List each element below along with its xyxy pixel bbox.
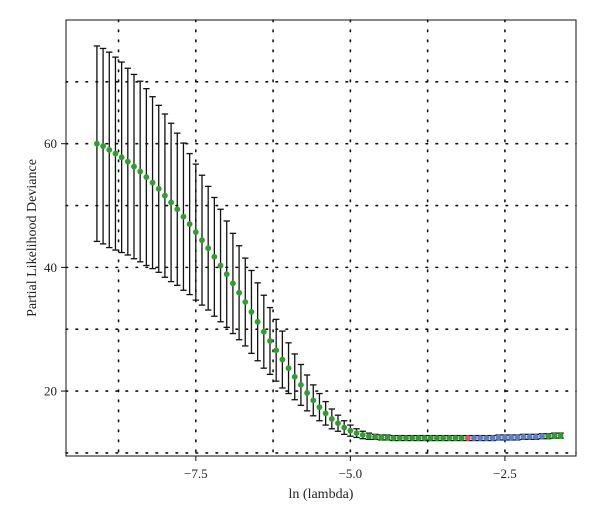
- data-point: [322, 410, 329, 417]
- data-point: [557, 432, 564, 439]
- data-point: [273, 347, 280, 354]
- data-point: [236, 289, 242, 296]
- errorbar-layer: [93, 45, 564, 442]
- data-point: [396, 435, 403, 441]
- data-point: [298, 381, 304, 388]
- x-tick-label: −2.5: [493, 466, 517, 481]
- data-point: [539, 433, 545, 440]
- data-point: [390, 435, 397, 441]
- y-tick-label: 40: [44, 260, 57, 275]
- data-point: [131, 163, 137, 170]
- data-point: [427, 435, 434, 441]
- data-point: [310, 397, 317, 404]
- data-point: [495, 434, 502, 441]
- data-point: [520, 433, 527, 440]
- data-point: [124, 158, 131, 165]
- data-point: [106, 146, 113, 153]
- data-point: [403, 435, 409, 441]
- data-point: [335, 420, 341, 427]
- data-point: [291, 373, 298, 380]
- data-point: [359, 432, 366, 438]
- x-tick-label: −7.5: [184, 466, 208, 481]
- data-point: [366, 433, 372, 440]
- data-point: [223, 271, 230, 278]
- data-point: [211, 253, 218, 260]
- data-point: [372, 433, 378, 440]
- data-point: [168, 199, 174, 206]
- data-point: [421, 435, 428, 441]
- data-point: [180, 213, 187, 220]
- data-point: [415, 435, 422, 441]
- data-point: [316, 404, 323, 411]
- y-axis: 20 40 60: [44, 136, 66, 399]
- data-point: [434, 435, 440, 441]
- data-point: [267, 338, 273, 344]
- data-point: [378, 434, 385, 441]
- data-point: [186, 221, 193, 227]
- data-point: [464, 435, 471, 441]
- data-point: [440, 435, 446, 441]
- data-point: [248, 309, 255, 315]
- data-point: [174, 206, 181, 213]
- data-point: [217, 262, 224, 269]
- data-point: [162, 192, 168, 199]
- data-point: [508, 434, 514, 441]
- data-point: [353, 430, 360, 437]
- data-point: [458, 435, 465, 441]
- data-point: [551, 432, 558, 439]
- y-axis-label: Partial Likelihood Deviance: [25, 159, 40, 317]
- data-point: [526, 433, 533, 440]
- data-point: [285, 365, 292, 372]
- data-point: [328, 415, 335, 422]
- data-point: [94, 140, 100, 147]
- data-point: [532, 433, 539, 440]
- data-point: [100, 143, 106, 150]
- data-point: [230, 280, 236, 287]
- point-layer: [94, 140, 564, 441]
- data-point: [409, 435, 416, 441]
- plot-frame: [65, 19, 577, 457]
- data-point: [471, 435, 477, 441]
- data-point: [489, 435, 496, 441]
- data-point: [199, 237, 205, 244]
- data-point: [279, 356, 286, 363]
- data-point: [254, 318, 261, 325]
- data-point: [155, 185, 162, 192]
- y-tick-label: 60: [44, 136, 57, 151]
- data-point: [452, 435, 459, 441]
- data-point: [446, 435, 453, 441]
- data-point: [341, 424, 348, 431]
- data-point: [304, 390, 310, 396]
- data-point: [242, 299, 249, 305]
- data-point: [384, 434, 391, 441]
- grid-layer: [65, 19, 577, 457]
- data-point: [112, 150, 119, 157]
- data-point: [477, 435, 484, 441]
- data-point: [149, 179, 156, 186]
- data-point: [137, 168, 144, 175]
- data-point: [514, 434, 521, 441]
- x-tick-label: −5.0: [339, 466, 363, 481]
- data-point: [205, 245, 212, 252]
- data-point: [483, 435, 490, 441]
- data-point: [260, 328, 267, 335]
- data-point: [118, 154, 125, 161]
- data-point: [192, 229, 199, 236]
- data-point: [143, 174, 150, 180]
- y-tick-label: 20: [44, 384, 57, 399]
- data-point: [545, 433, 552, 440]
- data-point: [502, 434, 508, 441]
- x-axis: −7.5 −5.0 −2.5: [184, 456, 517, 481]
- data-point: [347, 427, 354, 434]
- x-axis-label: ln (lambda): [289, 487, 354, 502]
